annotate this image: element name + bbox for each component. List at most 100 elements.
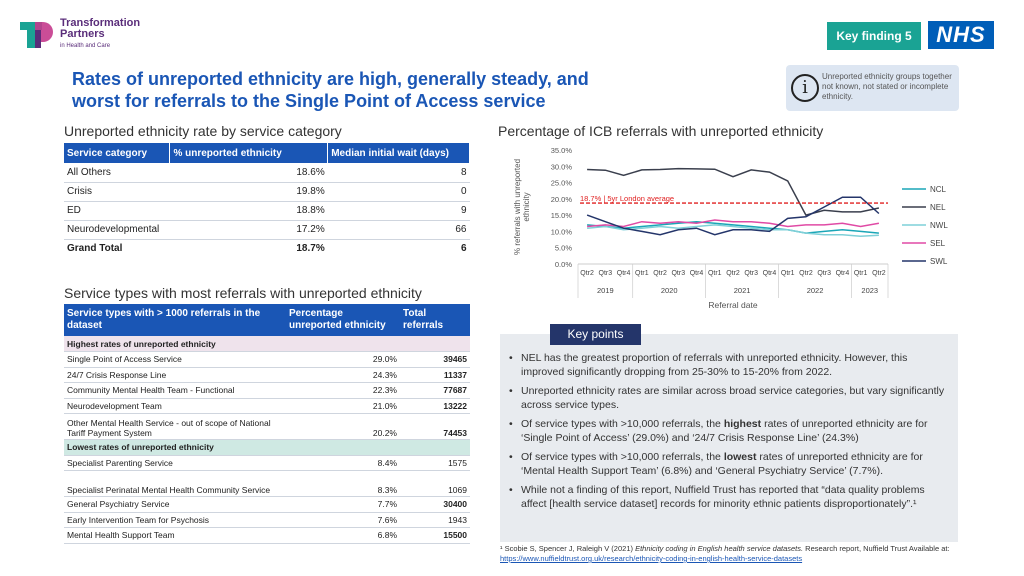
cell-service: 24/7 Crisis Response Line — [64, 367, 286, 383]
cell-wait: 66 — [327, 220, 470, 240]
key-point-item: While not a finding of this report, Nuff… — [508, 484, 948, 511]
table1-heading: Unreported ethnicity rate by service cat… — [64, 123, 342, 139]
legend-label-nel: NEL — [930, 203, 946, 212]
y-tick-label: 10.0% — [551, 227, 573, 236]
x-tick-label: Qtr1 — [781, 270, 795, 277]
key-point-item: Of service types with >10,000 referrals,… — [508, 418, 948, 445]
table-row: Specialist Parenting Service 8.4% 1575 — [64, 455, 470, 471]
table-row: Other Mental Health Service - out of sco… — [64, 413, 470, 440]
table-row: Single Point of Access Service 29.0% 394… — [64, 351, 470, 368]
footnote-link[interactable]: https://www.nuffieldtrust.org.uk/researc… — [500, 554, 803, 563]
key-point-text: While not a finding of this report, Nuff… — [521, 484, 925, 510]
tp-logo-icon — [20, 22, 53, 48]
transformation-partners-logo: Transformation Partners in Health and Ca… — [20, 18, 160, 52]
x-tick-label: Qtr2 — [799, 270, 813, 277]
cell-total: 30400 — [400, 496, 470, 513]
y-tick-label: 35.0% — [551, 146, 573, 155]
key-point-item: Of service types with >10,000 referrals,… — [508, 451, 948, 478]
line-chart: 0.0% 5.0% 10.0% 15.0% 20.0% 25.0% 30.0% 35.0% Qt… — [513, 146, 948, 310]
year-label: 2022 — [807, 286, 824, 295]
key-point-bold: highest — [723, 418, 762, 430]
cell-pct: 24.3% — [286, 367, 400, 383]
table-row: Neurodevelopmental 17.2% 66 — [64, 220, 470, 240]
x-tick-label: Qtr1 — [854, 270, 868, 277]
table-row: Specialist Perinatal Mental Health Commu… — [64, 470, 470, 497]
cell-pct: 8.4% — [286, 455, 400, 471]
cell-service: Neurodevelopment Team — [64, 398, 286, 414]
table-row: Early Intervention Team for Psychosis 7.… — [64, 512, 470, 528]
cell-pct: 6.8% — [286, 527, 400, 544]
key-point-item: Unreported ethnicity rates are similar a… — [508, 385, 948, 412]
cell-total: 74453 — [400, 413, 470, 440]
cell-service: Mental Health Support Team — [64, 527, 286, 544]
key-points-list: NEL has the greatest proportion of refer… — [508, 352, 948, 511]
col-service-type: Service types with > 1000 referrals in t… — [64, 304, 286, 336]
year-label: 2020 — [661, 286, 678, 295]
cell-pct: 19.8% — [169, 182, 328, 202]
cell-service: Other Mental Health Service - out of sco… — [64, 413, 286, 440]
table-row: ED 18.8% 9 — [64, 201, 470, 221]
year-label: 2021 — [734, 286, 751, 295]
x-tick-label: Qtr3 — [817, 270, 831, 277]
table-row: Neurodevelopment Team 21.0% 13222 — [64, 398, 470, 414]
y-axis-title: % referrals with unreportedethnicity — [513, 159, 531, 255]
footnote-text: ¹ Scobie S, Spencer J, Raleigh V (2021) — [500, 544, 636, 553]
cell-total: 15500 — [400, 527, 470, 544]
footnote: ¹ Scobie S, Spencer J, Raleigh V (2021) … — [500, 544, 970, 564]
cell-category: Crisis — [64, 182, 170, 202]
logo-text: Transformation Partners in Health and Ca… — [60, 18, 140, 52]
info-box: i Unreported ethnicity groups together n… — [786, 65, 959, 111]
col-service-category: Service category — [64, 143, 171, 163]
key-point-text: Of service types with >10,000 referrals,… — [521, 418, 724, 430]
key-finding-badge: Key finding 5 — [827, 22, 921, 50]
table-row: All Others 18.6% 8 — [64, 163, 470, 183]
series-line-nel — [587, 167, 880, 216]
x-tick-label: Qtr2 — [580, 270, 594, 277]
footnote-text2: Research report, Nuffield Trust Availabl… — [803, 544, 950, 553]
key-point-text: rates of unreported ethnicity are for ‘M… — [521, 451, 923, 477]
key-point-text: Unreported ethnicity rates are similar a… — [521, 385, 945, 411]
key-point-text: Of service types with >10,000 referrals,… — [521, 451, 724, 463]
key-point-bold: lowest — [723, 451, 757, 463]
cell-pct: 22.3% — [286, 382, 400, 399]
y-tick-label: 5.0% — [555, 244, 572, 253]
cell-pct: 18.6% — [169, 163, 328, 183]
cell-pct: 17.2% — [169, 220, 328, 240]
page-title-line1: Rates of unreported ethnicity are high, … — [72, 69, 589, 89]
info-icon: i — [791, 74, 819, 102]
group-label: Lowest rates of unreported ethnicity — [64, 439, 470, 456]
cell-pct: 18.8% — [169, 201, 328, 221]
cell-category: ED — [64, 201, 170, 221]
table2-heading: Service types with most referrals with u… — [64, 285, 422, 301]
footnote-italic: Ethnicity coding in English health servi… — [635, 544, 804, 553]
x-axis-title: Referral date — [708, 300, 757, 310]
x-tick-label: Qtr3 — [671, 270, 685, 277]
cell-service: Early Intervention Team for Psychosis — [64, 512, 286, 528]
table-row: Mental Health Support Team 6.8% 15500 — [64, 527, 470, 544]
series-line-nwl — [587, 224, 879, 238]
x-tick-label: Qtr1 — [708, 270, 722, 277]
legend-label-swl: SWL — [930, 257, 948, 266]
cell-category: All Others — [64, 163, 170, 183]
x-tick-label: Qtr4 — [690, 270, 704, 277]
y-tick-label: 25.0% — [551, 179, 573, 188]
nhs-logo: NHS — [928, 21, 994, 49]
col-median-wait: Median initial wait (days) — [327, 143, 470, 163]
x-tick-label: Qtr4 — [617, 270, 631, 277]
y-tick-label: 30.0% — [551, 162, 573, 171]
key-point-text: NEL has the greatest proportion of refer… — [521, 352, 908, 378]
cell-service: General Psychiatry Service — [64, 496, 286, 513]
cell-pct: 18.7% — [169, 238, 328, 258]
cell-wait: 9 — [327, 201, 470, 221]
group-header-lowest: Lowest rates of unreported ethnicity — [64, 439, 470, 456]
cell-total: 1069 — [400, 470, 470, 497]
table-row: Crisis 19.8% 0 — [64, 182, 470, 202]
cell-wait: 8 — [327, 163, 470, 183]
table-row: 24/7 Crisis Response Line 24.3% 11337 — [64, 367, 470, 383]
cell-category: Neurodevelopmental — [64, 220, 170, 240]
legend-label-nwl: NWL — [930, 221, 948, 230]
chart-title: Percentage of ICB referrals with unrepor… — [498, 123, 824, 139]
cell-pct: 7.7% — [286, 496, 400, 513]
page-title-line2: worst for referrals to the Single Point … — [72, 91, 546, 111]
logo-line1: Transformation — [60, 17, 141, 29]
